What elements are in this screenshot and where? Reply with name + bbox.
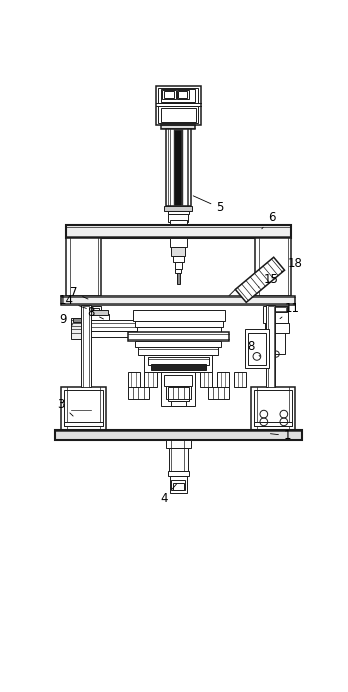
- Bar: [161, 372, 195, 406]
- Bar: [127, 388, 149, 399]
- Text: 5: 5: [193, 196, 224, 215]
- Bar: [162, 90, 176, 99]
- Text: 9: 9: [59, 313, 73, 326]
- Bar: [156, 86, 201, 125]
- Bar: [137, 327, 221, 331]
- Bar: [172, 480, 185, 491]
- Text: 3: 3: [58, 399, 73, 416]
- Bar: [175, 268, 181, 273]
- Bar: [144, 372, 157, 388]
- Bar: [168, 471, 189, 475]
- Bar: [168, 397, 189, 401]
- Bar: [263, 307, 288, 323]
- Bar: [170, 475, 187, 493]
- Text: 18: 18: [282, 257, 303, 272]
- Bar: [170, 238, 187, 247]
- Bar: [144, 355, 212, 372]
- Bar: [254, 422, 292, 426]
- Bar: [168, 214, 188, 221]
- Bar: [170, 220, 187, 226]
- Bar: [127, 331, 229, 341]
- Text: 11: 11: [280, 302, 300, 318]
- Bar: [166, 386, 191, 399]
- Bar: [165, 206, 192, 211]
- Bar: [177, 273, 180, 284]
- Bar: [73, 318, 87, 322]
- Text: 6: 6: [262, 211, 275, 229]
- Text: 1: 1: [270, 429, 291, 442]
- Bar: [61, 295, 295, 304]
- Bar: [174, 262, 182, 268]
- Bar: [208, 388, 229, 399]
- Bar: [81, 304, 90, 388]
- Bar: [245, 329, 269, 368]
- Bar: [138, 347, 219, 355]
- Bar: [169, 390, 188, 397]
- Bar: [83, 307, 89, 388]
- Bar: [85, 308, 99, 314]
- Bar: [61, 388, 106, 430]
- Bar: [55, 430, 302, 440]
- Bar: [158, 106, 198, 123]
- Bar: [217, 372, 229, 388]
- Bar: [64, 422, 103, 426]
- Text: 8: 8: [87, 306, 103, 319]
- Bar: [89, 320, 155, 331]
- Bar: [268, 323, 285, 354]
- Bar: [172, 247, 185, 256]
- Bar: [264, 323, 289, 333]
- Bar: [83, 306, 101, 321]
- Bar: [71, 318, 89, 340]
- Bar: [165, 375, 192, 386]
- Text: 7: 7: [70, 286, 88, 299]
- Bar: [266, 304, 275, 388]
- Bar: [173, 484, 184, 490]
- Bar: [133, 310, 225, 321]
- Text: 15: 15: [259, 273, 279, 287]
- Bar: [255, 238, 291, 295]
- Bar: [148, 357, 209, 365]
- Bar: [251, 388, 295, 430]
- Bar: [127, 372, 140, 388]
- Bar: [135, 321, 223, 327]
- Bar: [87, 309, 93, 313]
- Bar: [248, 333, 266, 365]
- Polygon shape: [235, 257, 285, 302]
- Bar: [161, 372, 174, 388]
- Bar: [66, 226, 291, 238]
- Bar: [275, 306, 287, 311]
- Bar: [168, 388, 189, 399]
- Text: 4: 4: [160, 484, 176, 505]
- Text: 8: 8: [247, 340, 260, 356]
- Bar: [166, 129, 191, 206]
- Bar: [175, 131, 181, 205]
- Text: 14: 14: [58, 295, 86, 309]
- Bar: [87, 310, 108, 315]
- Bar: [89, 331, 155, 337]
- Bar: [169, 448, 188, 471]
- Bar: [135, 341, 221, 347]
- Bar: [161, 89, 195, 102]
- Bar: [66, 238, 101, 295]
- Bar: [161, 108, 196, 122]
- Bar: [234, 372, 246, 388]
- Bar: [173, 256, 184, 262]
- Bar: [174, 129, 183, 206]
- Bar: [177, 91, 187, 98]
- Bar: [168, 211, 189, 214]
- Bar: [171, 401, 186, 406]
- Bar: [268, 307, 274, 388]
- Bar: [151, 364, 206, 370]
- Bar: [254, 390, 292, 426]
- Bar: [161, 125, 195, 129]
- Bar: [275, 307, 286, 311]
- Bar: [64, 390, 103, 426]
- Bar: [158, 88, 198, 103]
- Bar: [200, 372, 212, 388]
- Bar: [166, 440, 191, 448]
- Bar: [164, 91, 174, 98]
- Bar: [86, 314, 109, 320]
- Bar: [177, 90, 189, 99]
